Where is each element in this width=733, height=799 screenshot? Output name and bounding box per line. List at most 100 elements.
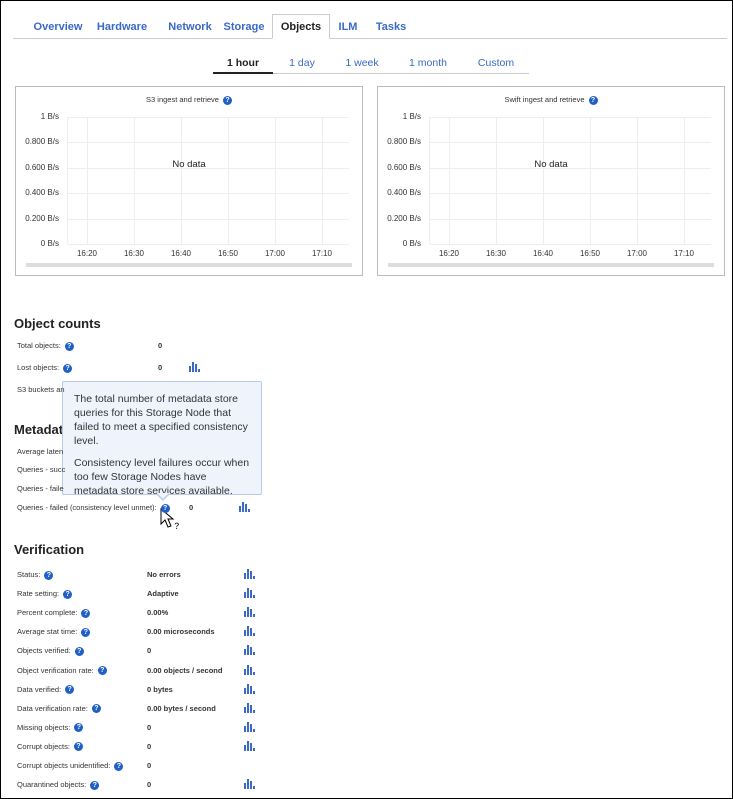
tab-tasks[interactable]: Tasks [375, 21, 407, 33]
chart-icon[interactable] [244, 683, 255, 694]
row-label: Queries - faile [17, 484, 64, 493]
help-icon[interactable]: ? [81, 608, 91, 618]
row-label-text: Corrupt objects: [17, 741, 70, 751]
help-icon[interactable]: ? [65, 685, 75, 695]
x-tick-label: 16:50 [579, 249, 601, 258]
row-label-text: S3 buckets an [17, 385, 65, 394]
row-label: Corrupt objects:? [17, 742, 83, 752]
chart-scrollbar[interactable] [26, 263, 352, 267]
help-icon[interactable]: ? [63, 589, 73, 599]
time-tabs-divider [213, 73, 529, 74]
help-icon[interactable]: ? [160, 503, 170, 513]
tab-network[interactable]: Network [168, 21, 212, 33]
tab-objects[interactable]: Objects [272, 14, 330, 39]
help-icon[interactable]: ? [91, 704, 101, 714]
chart-icon[interactable] [244, 626, 255, 637]
y-tick-label: 0.200 B/s [387, 213, 421, 223]
tooltip-arrow-fill [157, 493, 169, 499]
chart-icon[interactable] [244, 645, 255, 656]
help-icon[interactable]: ? [74, 646, 84, 656]
row-label-text: Object verification rate: [17, 665, 94, 675]
chart-icon[interactable] [244, 569, 255, 579]
grid-line-v [449, 117, 450, 244]
x-tick-label: 16:40 [170, 249, 192, 258]
grid-line-h [68, 218, 349, 220]
grid-line-v [590, 117, 591, 244]
chart-icon[interactable] [244, 740, 255, 751]
row-label: Rate setting:? [17, 589, 73, 599]
time-tab-1-month[interactable]: 1 month [409, 57, 447, 69]
no-data-message: No data [534, 159, 568, 170]
row-label: Object verification rate:? [17, 666, 107, 676]
help-icon[interactable]: ? [44, 570, 54, 580]
y-tick-label: 0.600 B/s [387, 162, 421, 172]
chart-icon[interactable] [244, 588, 255, 599]
tab-ilm[interactable]: ILM [338, 21, 358, 33]
grid-line-h [430, 117, 711, 118]
row-label-text: Queries - failed (consistency level unme… [17, 503, 157, 512]
chart-icon[interactable] [244, 779, 255, 790]
chart-icon[interactable] [189, 362, 200, 372]
grid-line-v [496, 117, 497, 244]
grid-line-v [322, 117, 323, 244]
help-icon[interactable]: ? [64, 341, 74, 351]
row-label-text: Total objects: [17, 341, 61, 350]
row-value: 0 [147, 741, 152, 751]
time-tab-1-day[interactable]: 1 day [289, 57, 315, 69]
row-label: Average stat time:? [17, 627, 91, 637]
help-icon[interactable]: ? [63, 363, 73, 373]
time-tab-1-week[interactable]: 1 week [345, 57, 379, 69]
chart-icon[interactable] [244, 702, 255, 713]
grid-line-v [684, 117, 685, 244]
row-label: Corrupt objects unidentified:? [17, 761, 124, 771]
row-label-text: Objects verified: [17, 646, 71, 656]
y-tick-label: 0.800 B/s [25, 137, 59, 147]
x-tick-label: 16:40 [532, 249, 554, 258]
tooltip-text-1: The total number of metadata store queri… [74, 393, 248, 447]
chart-icon[interactable] [239, 502, 250, 512]
row-label-text: Average laten [17, 447, 64, 456]
tab-overview[interactable]: Overview [33, 21, 83, 33]
time-tab-1-hour[interactable]: 1 hour [226, 57, 260, 69]
row-label: Total objects:? [17, 341, 74, 351]
tab-hardware[interactable]: Hardware [96, 21, 148, 33]
help-icon[interactable]: ? [81, 627, 91, 637]
row-label: S3 buckets an [17, 385, 65, 394]
row-label: Data verified:? [17, 685, 75, 695]
tooltip-text-2: Consistency level failures occur when to… [74, 457, 250, 497]
grid-line-v [134, 117, 135, 244]
y-tick-label: 0 B/s [40, 239, 59, 248]
row-value: Adaptive [147, 589, 179, 599]
chart-title-text: Swift ingest and retrieve [504, 95, 585, 104]
tab-storage[interactable]: Storage [223, 21, 265, 33]
help-icon[interactable]: ? [90, 780, 100, 790]
row-label: Percent complete:? [17, 608, 91, 618]
y-tick-label: 0.400 B/s [387, 188, 421, 198]
help-icon[interactable]: ? [588, 95, 598, 105]
tab-divider [13, 38, 727, 39]
help-icon[interactable]: ? [73, 742, 83, 752]
help-icon[interactable]: ? [97, 666, 107, 676]
row-value: 0.00 objects / second [147, 665, 223, 675]
grid-line-h [68, 244, 349, 245]
no-data-message: No data [172, 159, 206, 170]
time-tab-custom[interactable]: Custom [477, 57, 515, 69]
row-value: 0.00% [147, 608, 169, 618]
help-icon[interactable]: ? [222, 95, 232, 105]
chart-icon[interactable] [244, 664, 255, 675]
chart-scrollbar[interactable] [388, 263, 714, 267]
chart-icon[interactable] [244, 607, 255, 618]
x-tick-label: 17:10 [311, 249, 333, 258]
row-label: Objects verified:? [17, 646, 84, 656]
row-label-text: Data verification rate: [17, 703, 88, 713]
help-icon[interactable]: ? [114, 761, 124, 771]
grid-line-h [68, 142, 349, 144]
grid-line-h [430, 193, 711, 195]
chart-icon[interactable] [244, 721, 255, 732]
help-icon[interactable]: ? [74, 723, 84, 733]
row-value: 0 [158, 363, 163, 372]
row-label-text: Quarantined objects: [17, 780, 87, 790]
row-value: 0.00 microseconds [147, 627, 215, 637]
row-value: 0 [147, 722, 152, 732]
y-tick-label: 0 B/s [402, 239, 421, 248]
